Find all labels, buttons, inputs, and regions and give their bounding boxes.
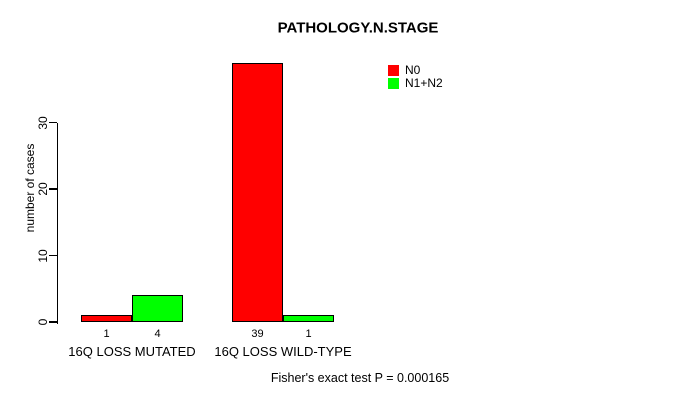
bar-n1n2-group2 (283, 315, 334, 322)
fisher-test-annotation: Fisher's exact test P = 0.000165 (270, 371, 450, 385)
category-label: 16Q LOSS MUTATED (68, 344, 196, 359)
legend-label: N1+N2 (405, 76, 443, 90)
bar-n0-group1 (81, 315, 132, 322)
y-axis-tick (48, 188, 57, 190)
bar-value-label: 39 (251, 328, 264, 340)
legend-item: N1+N2 (388, 77, 443, 89)
legend-label: N0 (405, 63, 421, 77)
y-axis-tick-label: 0 (36, 318, 50, 326)
y-axis-tick-label: 20 (36, 182, 50, 196)
legend-swatch-n1n2 (388, 77, 399, 89)
y-axis-tick (48, 254, 57, 257)
legend-swatch-n0 (388, 64, 399, 76)
bar-value-label: 4 (154, 328, 161, 340)
bar-value-label: 1 (305, 328, 312, 340)
legend-item: N0 (388, 64, 443, 76)
y-axis-label: number of cases (23, 143, 37, 233)
y-axis-tick-label: 30 (36, 115, 50, 130)
y-axis-line (56, 122, 58, 324)
category-label: 16Q LOSS WILD-TYPE (214, 344, 352, 359)
y-axis-tick (48, 121, 57, 124)
y-axis-tick (48, 321, 57, 323)
legend: N0 N1+N2 (388, 64, 443, 90)
y-axis-tick-label: 10 (36, 248, 50, 263)
bar-n0-group2 (232, 62, 283, 322)
chart-title: PATHOLOGY.N.STAGE (277, 19, 439, 37)
bar-n1n2-group1 (132, 295, 183, 322)
bar-value-label: 1 (103, 328, 110, 340)
